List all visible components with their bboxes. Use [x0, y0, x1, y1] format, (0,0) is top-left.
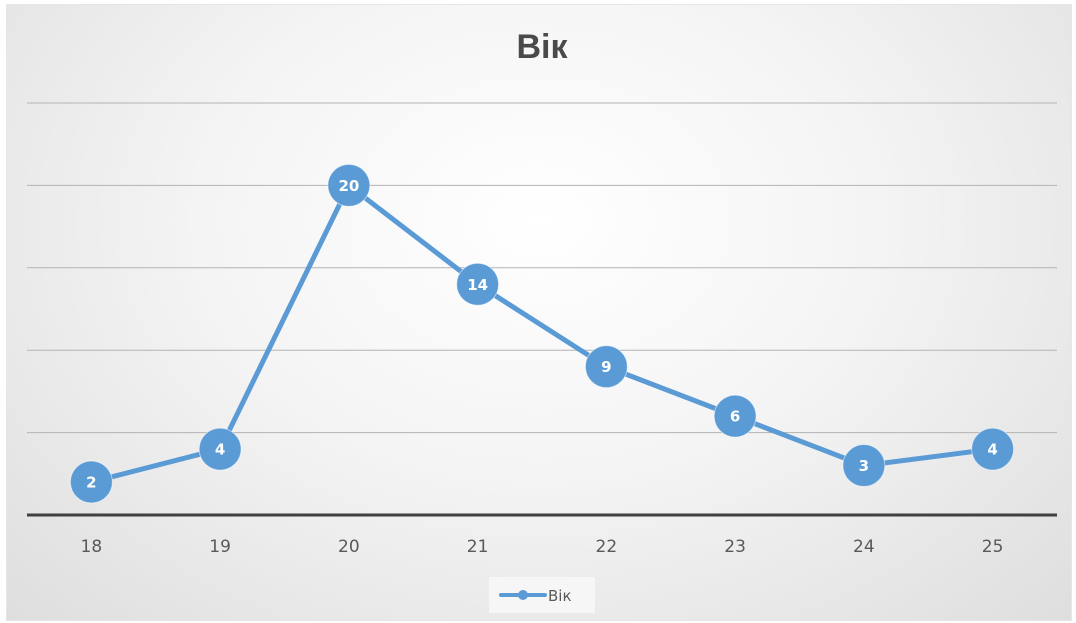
series-line: [88, 182, 996, 485]
data-point: [69, 460, 113, 504]
data-point: [971, 427, 1015, 471]
data-point: [198, 427, 242, 471]
x-tick-label: 25: [982, 537, 1004, 557]
x-tick-label: 21: [467, 537, 489, 557]
data-point: [842, 444, 886, 488]
series-group: 2 4 20 14 9 6 3 4: [69, 163, 1015, 504]
data-point: [456, 262, 500, 306]
data-point: [584, 345, 628, 389]
data-label: 2: [86, 474, 96, 492]
legend-marker-icon: [518, 590, 528, 600]
data-label: 4: [987, 441, 997, 459]
data-label: 20: [338, 177, 359, 195]
x-tick-label: 18: [81, 537, 103, 557]
data-point: [713, 394, 757, 438]
legend: Вік: [489, 577, 595, 613]
data-label: 9: [601, 358, 611, 376]
data-label: 4: [215, 441, 225, 459]
x-tick-label: 23: [724, 537, 746, 557]
gridlines: [27, 102, 1057, 434]
chart-area: [6, 4, 1072, 621]
x-tick-label: 19: [209, 537, 231, 557]
x-tick-labels: 18 19 20 21 22 23 24 25: [81, 537, 1004, 557]
data-label: 14: [467, 276, 488, 294]
x-tick-label: 22: [596, 537, 618, 557]
data-point: [327, 163, 371, 207]
chart-title: Вік: [516, 28, 568, 66]
data-label: 3: [859, 457, 869, 475]
x-tick-label: 24: [853, 537, 875, 557]
legend-entry-label: Вік: [548, 587, 572, 605]
x-tick-label: 20: [338, 537, 360, 557]
data-label: 6: [730, 408, 740, 426]
